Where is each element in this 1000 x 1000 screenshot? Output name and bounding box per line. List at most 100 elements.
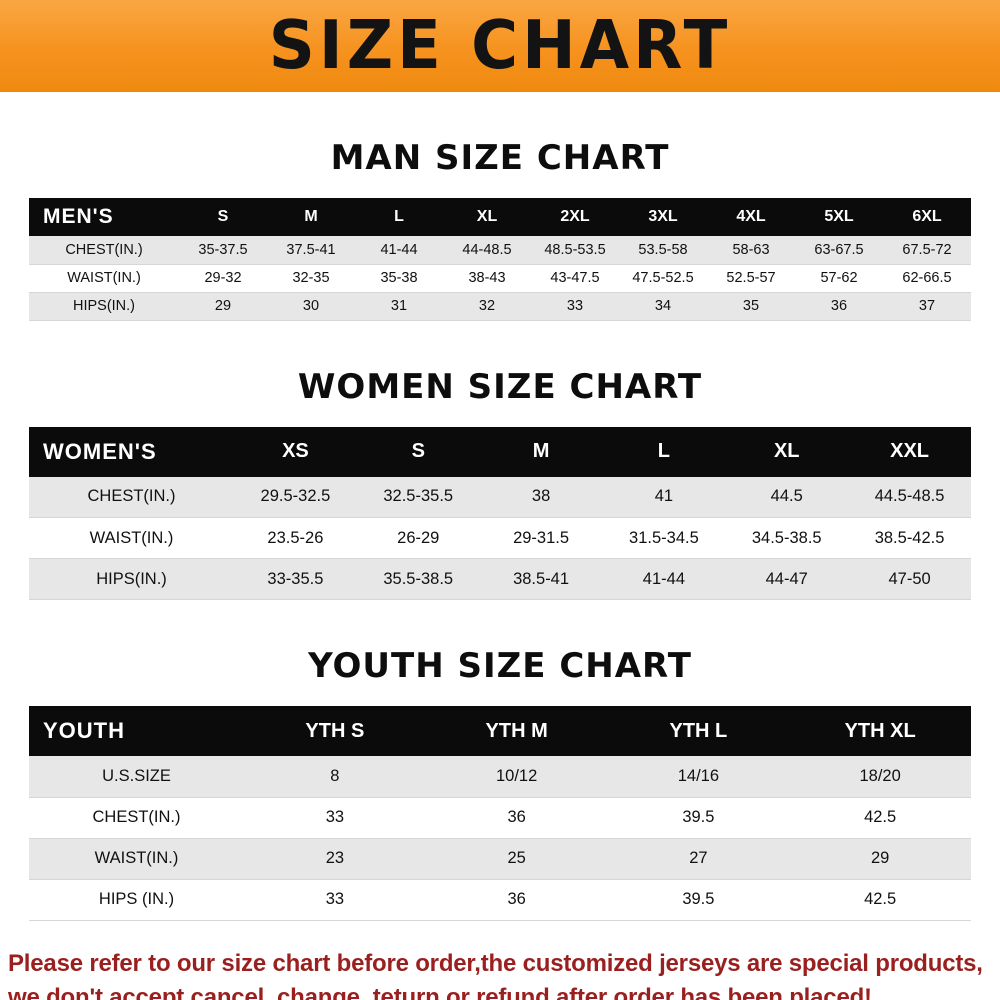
cell-value: 39.5 [607,797,790,838]
cell-value: 53.5-58 [619,236,707,264]
size-column-header: YTH S [244,706,426,756]
cell-value: 35-38 [355,264,443,292]
cell-value: 36 [795,292,883,320]
cell-value: 38-43 [443,264,531,292]
size-column-header: XL [443,198,531,236]
table-row: WAIST(IN.) 23 25 27 29 [29,838,971,879]
cell-value: 29-32 [179,264,267,292]
size-column-header: 3XL [619,198,707,236]
size-column-header: 5XL [795,198,883,236]
cell-value: 29.5-32.5 [234,476,357,518]
cell-value: 31 [355,292,443,320]
cell-value: 36 [425,879,608,920]
section-heading-youth: YOUTH SIZE CHART [308,646,692,686]
size-column-header: YTH M [425,706,608,756]
cell-value: 32 [443,292,531,320]
section-men: MAN SIZE CHART MEN'S S M L XL 2XL 3XL 4XL 5XL 6XL… [0,138,1000,321]
page-title: SIZE CHART [268,7,732,85]
section-women: WOMEN SIZE CHART WOMEN'S XS S M L XL XXL CHEST(… [0,367,1000,601]
size-column-header: XS [234,426,357,477]
youth-size-table: YOUTH YTH S YTH M YTH L YTH XL U.S.SIZE 8 10/12… [29,706,971,921]
cell-value: 44-47 [725,558,849,600]
row-label: WAIST(IN.) [29,838,244,879]
table-row: U.S.SIZE 8 10/12 14/16 18/20 [29,756,971,797]
row-label: CHEST(IN.) [29,797,244,838]
size-column-header: XXL [848,426,971,477]
cell-value: 38 [479,476,603,518]
cell-value: 42.5 [789,879,971,920]
table-title: MEN'S [29,198,179,236]
cell-value: 39.5 [607,879,790,920]
table-row: CHEST(IN.) 35-37.5 37.5-41 41-44 44-48.5 48.5… [29,236,971,264]
cell-value: 57-62 [795,264,883,292]
cell-value: 26-29 [356,517,480,559]
cell-value: 41 [602,476,726,518]
cell-value: 41-44 [355,236,443,264]
cell-value: 44.5-48.5 [848,476,971,518]
section-heading-men: MAN SIZE CHART [330,138,670,178]
footer-note-line1: Please refer to our size chart before or… [8,949,983,977]
size-column-header: M [267,198,355,236]
cell-value: 35-37.5 [179,236,267,264]
cell-value: 23.5-26 [234,517,357,559]
table-row: CHEST(IN.) 33 36 39.5 42.5 [29,797,971,838]
cell-value: 35.5-38.5 [356,558,480,600]
size-column-header: YTH L [607,706,790,756]
size-column-header: 2XL [531,198,619,236]
cell-value: 48.5-53.5 [531,236,619,264]
size-column-header: M [479,426,603,477]
row-label: WAIST(IN.) [29,264,179,292]
size-column-header: L [602,426,726,477]
cell-value: 8 [244,756,426,797]
cell-value: 33 [244,879,426,920]
row-label: HIPS(IN.) [29,292,179,320]
size-column-header: S [356,426,480,477]
cell-value: 44.5 [725,476,849,518]
table-row: CHEST(IN.) 29.5-32.5 32.5-35.5 38 41 44.5 44.5… [29,476,971,518]
cell-value: 10/12 [425,756,608,797]
section-youth: YOUTH SIZE CHART YOUTH YTH S YTH M YTH L YTH… [0,646,1000,921]
footer-note: Please refer to our size chart before or… [8,947,1000,1000]
cell-value: 37 [883,292,971,320]
section-heading-women: WOMEN SIZE CHART [297,366,703,407]
women-size-table: WOMEN'S XS S M L XL XXL CHEST(IN.) 29.5-32.5 32.5… [29,426,971,601]
cell-value: 29-31.5 [479,517,603,559]
row-label: WAIST(IN.) [29,517,234,559]
table-header-row: MEN'S S M L XL 2XL 3XL 4XL 5XL 6XL [29,198,971,236]
footer-note-line2: we don't accept cancel, change, teturn o… [8,984,872,1000]
size-column-header: 4XL [707,198,795,236]
cell-value: 33 [531,292,619,320]
cell-value: 32.5-35.5 [356,476,480,518]
table-header-row: WOMEN'S XS S M L XL XXL [29,426,971,477]
cell-value: 30 [267,292,355,320]
table-row: HIPS(IN.) 29 30 31 32 33 34 35 36 37 [29,292,971,320]
cell-value: 47.5-52.5 [619,264,707,292]
size-column-header: L [355,198,443,236]
size-column-header: YTH XL [789,706,971,756]
cell-value: 47-50 [848,558,971,600]
table-row: HIPS(IN.) 33-35.5 35.5-38.5 38.5-41 41-44 44-… [29,558,971,600]
table-row: HIPS (IN.) 33 36 39.5 42.5 [29,879,971,920]
table-title: YOUTH [29,706,244,756]
cell-value: 67.5-72 [883,236,971,264]
cell-value: 41-44 [602,558,726,600]
row-label: HIPS(IN.) [29,558,234,600]
cell-value: 37.5-41 [267,236,355,264]
table-title: WOMEN'S [29,426,234,477]
cell-value: 29 [789,838,971,879]
table-row: WAIST(IN.) 29-32 32-35 35-38 38-43 43-47.5 47.… [29,264,971,292]
cell-value: 36 [425,797,608,838]
cell-value: 62-66.5 [883,264,971,292]
cell-value: 33 [244,797,426,838]
table-header-row: YOUTH YTH S YTH M YTH L YTH XL [29,706,971,756]
cell-value: 29 [179,292,267,320]
banner: SIZE CHART [0,0,1000,92]
table-row: WAIST(IN.) 23.5-26 26-29 29-31.5 31.5-34.5 34… [29,517,971,559]
row-label: HIPS (IN.) [29,879,244,920]
cell-value: 34.5-38.5 [725,517,849,559]
cell-value: 34 [619,292,707,320]
row-label: CHEST(IN.) [29,236,179,264]
men-size-table: MEN'S S M L XL 2XL 3XL 4XL 5XL 6XL CHEST(IN.) 35-37… [29,198,971,321]
cell-value: 14/16 [607,756,790,797]
